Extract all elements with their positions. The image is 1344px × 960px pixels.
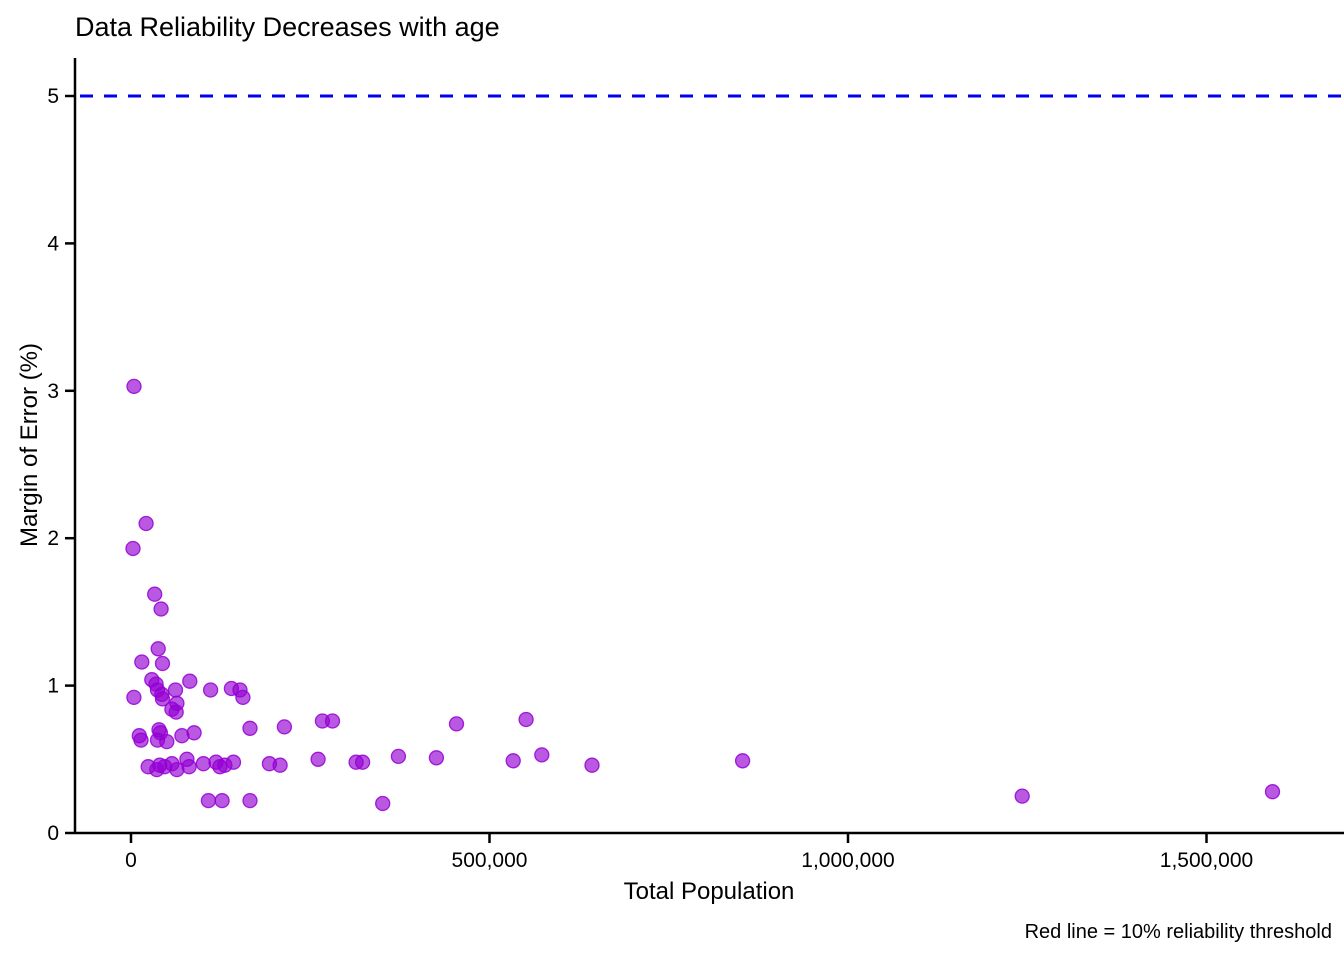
data-point: [133, 732, 149, 748]
data-point: [181, 759, 197, 775]
data-point: [448, 716, 465, 732]
data-point: [154, 655, 171, 672]
x-tick-label: 1,500,000: [1160, 849, 1253, 872]
data-point: [150, 641, 166, 657]
data-point: [214, 792, 230, 809]
data-point: [534, 747, 550, 763]
chart-title: Data Reliability Decreases with age: [75, 12, 500, 42]
data-point: [147, 586, 163, 602]
data-point: [195, 756, 212, 772]
y-tick-label: 5: [47, 85, 59, 108]
data-point: [1264, 784, 1281, 800]
data-point: [138, 515, 154, 532]
data-point: [202, 682, 219, 698]
x-axis-label: Total Population: [623, 878, 795, 905]
data-point: [518, 711, 534, 728]
data-point: [428, 750, 445, 766]
data-point: [242, 792, 258, 809]
data-point: [235, 689, 251, 706]
data-point: [734, 753, 751, 769]
data-point: [200, 792, 217, 809]
data-point: [126, 689, 142, 706]
data-point: [225, 754, 242, 770]
y-tick-label: 1: [47, 675, 59, 698]
y-tick-label: 4: [47, 232, 59, 255]
data-point: [126, 378, 142, 395]
data-point: [390, 748, 407, 765]
data-point: [584, 757, 600, 773]
data-point: [159, 733, 175, 750]
data-point: [505, 753, 521, 769]
data-point: [310, 751, 326, 767]
x-tick-label: 500,000: [452, 849, 528, 872]
data-point: [242, 720, 258, 736]
data-point: [186, 725, 202, 741]
data-point: [272, 757, 288, 773]
x-tick-label: 1,000,000: [801, 849, 894, 872]
data-point: [134, 654, 150, 670]
y-tick-label: 3: [47, 380, 59, 403]
data-point: [168, 704, 184, 720]
data-point: [125, 540, 141, 557]
data-point: [354, 754, 371, 770]
data-point: [154, 691, 171, 707]
data-point: [1014, 788, 1030, 804]
y-tick-label: 0: [47, 822, 59, 845]
y-tick-label: 2: [47, 527, 59, 550]
x-tick-label: 0: [125, 849, 137, 872]
data-point: [276, 719, 293, 735]
data-point: [153, 601, 169, 617]
threshold-caption: Red line = 10% reliability threshold: [1024, 921, 1332, 943]
data-point: [324, 713, 341, 729]
data-point: [375, 795, 391, 812]
data-point: [167, 682, 184, 698]
data-point: [182, 673, 198, 689]
